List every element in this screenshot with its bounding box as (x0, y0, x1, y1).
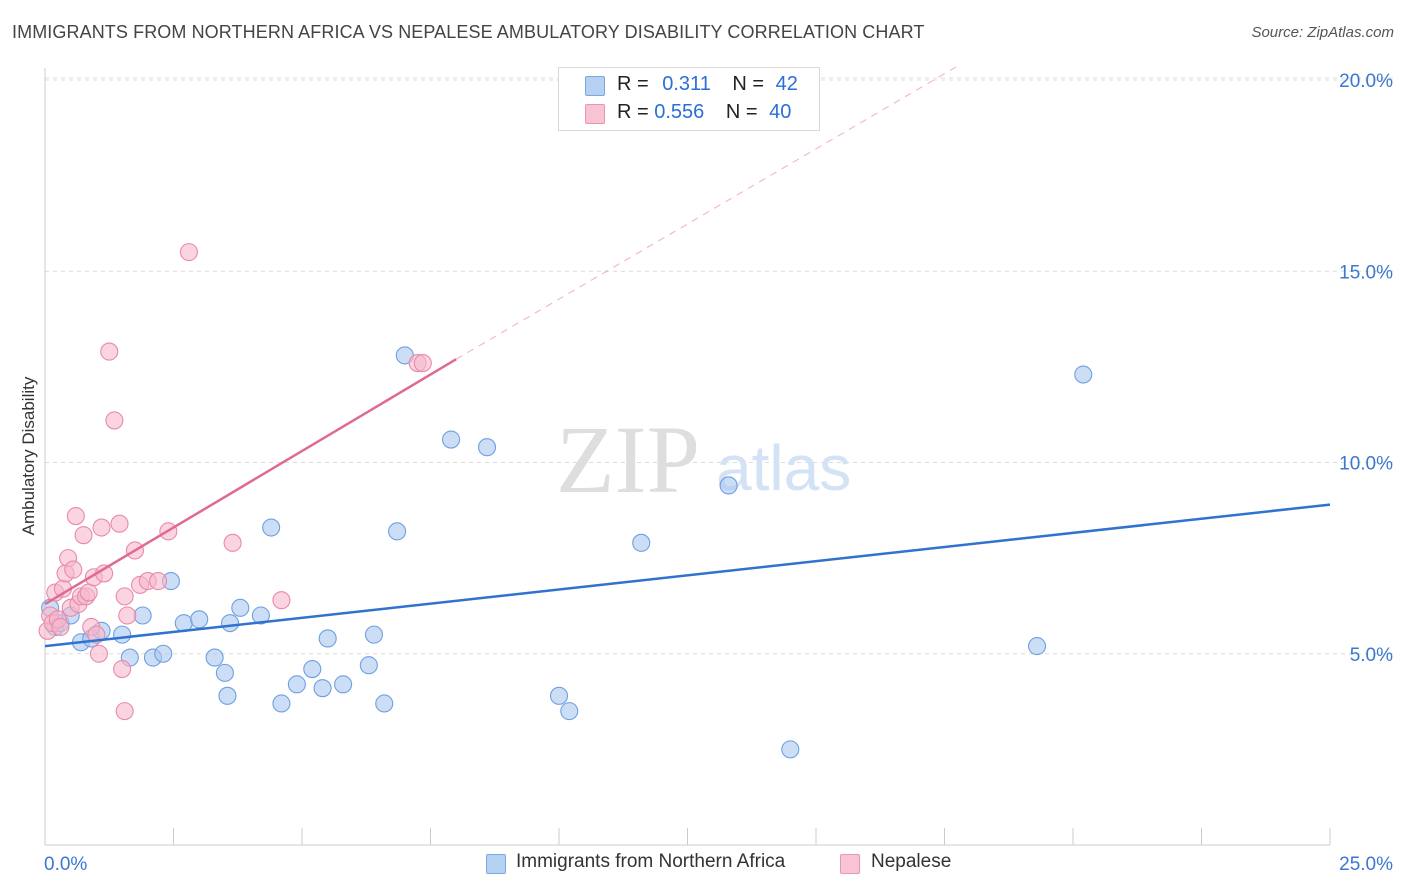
pink-data-point[interactable] (51, 617, 70, 637)
correlation-legend: R = 0.311 N = 42 R = 0.556 N = 40 (558, 67, 820, 131)
bottom-legend-blue: Immigrants from Northern Africa (516, 851, 786, 872)
blue-data-point[interactable] (477, 438, 497, 457)
blue-data-point[interactable] (205, 648, 224, 667)
blue-data-point[interactable] (133, 606, 152, 625)
blue-data-point[interactable] (364, 625, 384, 644)
y-tick-label: 10.0% (1339, 454, 1393, 475)
watermark-atlas: atlas (716, 432, 851, 504)
blue-data-point[interactable] (251, 606, 270, 625)
blue-data-point[interactable] (388, 522, 407, 541)
bottom-legend-swatch-pink (840, 854, 860, 874)
blue-data-point[interactable] (442, 430, 461, 449)
legend-row-blue: R = 0.311 N = 42 (617, 73, 798, 99)
legend-r-value: 0.311 (662, 73, 711, 95)
bottom-legend-pink: Nepalese (871, 851, 952, 872)
pink-trend-line (44, 358, 457, 606)
pink-data-point[interactable] (64, 560, 83, 579)
blue-data-point[interactable] (272, 694, 291, 713)
blue-data-point[interactable] (632, 533, 651, 552)
blue-data-point[interactable] (375, 694, 394, 713)
grid-layer (45, 77, 1394, 655)
pink-data-point[interactable] (118, 606, 137, 625)
y-tick-label: 5.0% (1350, 645, 1393, 666)
blue-data-point[interactable] (231, 598, 250, 617)
pink-data-point[interactable] (74, 526, 93, 545)
blue-data-point[interactable] (719, 476, 738, 495)
chart-title: IMMIGRANTS FROM NORTHERN AFRICA VS NEPAL… (12, 22, 925, 42)
blue-data-point[interactable] (262, 518, 281, 537)
legend-n-value: 40 (769, 101, 792, 123)
blue-data-point[interactable] (359, 656, 378, 675)
x-tick-label-min: 0.0% (44, 854, 87, 875)
pink-data-point[interactable] (113, 659, 132, 679)
blue-data-point[interactable] (334, 675, 353, 694)
axis-layer: 5.0% 10.0% 15.0% 20.0% 0.0% 25.0% (44, 68, 1393, 875)
pink-data-point[interactable] (110, 514, 129, 533)
blue-data-point[interactable] (154, 644, 173, 663)
pink-data-point[interactable] (272, 591, 291, 610)
legend-swatch-pink (585, 104, 605, 124)
blue-data-point[interactable] (215, 663, 234, 682)
blue-data-point[interactable] (220, 614, 240, 633)
pink-data-point[interactable] (92, 518, 111, 537)
legend-n-label: N = (725, 101, 764, 123)
legend-swatch-blue (585, 76, 605, 96)
blue-data-point[interactable] (190, 610, 209, 629)
legend-r-label: R = (617, 101, 655, 123)
blue-data-point[interactable] (1074, 365, 1093, 384)
pink-data-point[interactable] (66, 506, 85, 526)
legend-n-value: 42 (775, 73, 798, 95)
y-axis-label: Ambulatory Disability (19, 376, 38, 535)
blue-data-point[interactable] (560, 702, 579, 721)
x-tick-label-max: 25.0% (1339, 854, 1393, 875)
y-tick-label: 15.0% (1339, 262, 1393, 283)
legend-row-pink: R = 0.556 N = 40 (617, 101, 791, 127)
blue-data-point[interactable] (781, 740, 800, 759)
pink-data-point[interactable] (115, 702, 134, 721)
blue-data-point[interactable] (318, 629, 337, 648)
blue-trend-line (44, 503, 1331, 648)
pink-data-point[interactable] (79, 583, 98, 602)
blue-data-point[interactable] (113, 625, 132, 644)
pink-data-point[interactable] (100, 342, 119, 361)
bottom-legend-swatch-blue (486, 854, 506, 874)
watermark: ZIP atlas (556, 406, 851, 513)
pink-data-point[interactable] (223, 533, 242, 552)
pink-data-point[interactable] (115, 587, 134, 606)
pink-trend-extension (455, 64, 961, 360)
legend-r-label: R = (617, 73, 655, 95)
blue-data-point[interactable] (303, 659, 322, 679)
pink-data-point[interactable] (149, 572, 168, 591)
legend-r-value: 0.556 (654, 101, 705, 123)
blue-data-point[interactable] (549, 686, 569, 705)
blue-data-point[interactable] (1027, 637, 1047, 656)
pink-data-point[interactable] (105, 411, 124, 430)
y-tick-label: 20.0% (1339, 71, 1393, 92)
trend-layer (44, 64, 1331, 648)
pink-data-point[interactable] (89, 644, 109, 663)
blue-data-point[interactable] (313, 679, 332, 698)
blue-data-point[interactable] (287, 675, 306, 694)
watermark-zip: ZIP (556, 406, 700, 513)
pink-data-point[interactable] (179, 243, 198, 262)
pink-data-point[interactable] (413, 353, 432, 373)
blue-data-point[interactable] (218, 686, 237, 705)
source-label: Source: ZipAtlas.com (1251, 24, 1394, 41)
legend-n-label: N = (732, 73, 770, 95)
